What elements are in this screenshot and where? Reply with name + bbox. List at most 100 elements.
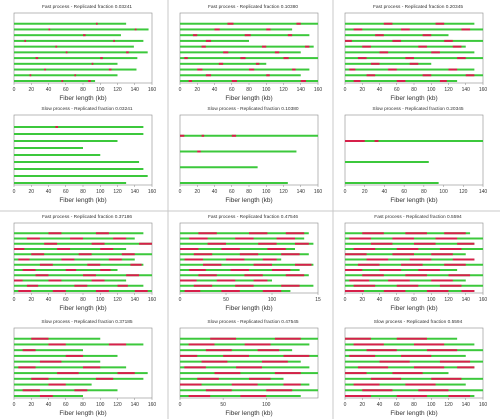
fiber-unreplicated [14, 161, 140, 163]
x-axis-label: Fiber length (kb) [59, 197, 106, 204]
fiber-replicated-segment [285, 274, 305, 277]
x-tick-label: 160 [314, 189, 323, 195]
fiber-unreplicated [345, 34, 449, 37]
fiber-replicated-segment [345, 39, 352, 42]
fiber-replicated-segment [253, 279, 268, 282]
x-tick-label: 140 [131, 189, 140, 195]
fiber-unreplicated [180, 74, 301, 77]
fiber-unreplicated [180, 377, 284, 380]
fiber-replicated-segment [353, 343, 384, 346]
fiber-replicated-segment [345, 269, 363, 271]
fiber-replicated-segment [283, 354, 310, 357]
x-tick-label: 80 [411, 402, 417, 408]
fiber-replicated-segment [457, 57, 466, 60]
fiber-replicated-segment [345, 337, 371, 340]
fiber-replicated-segment [70, 237, 83, 240]
fiber-replicated-segment [184, 366, 206, 369]
fiber-replicated-segment [401, 28, 410, 31]
x-tick-label: 20 [194, 189, 200, 195]
fiber-unreplicated [14, 389, 118, 392]
fiber-replicated-segment [55, 45, 58, 48]
fiber-unreplicated [180, 22, 318, 25]
fiber-replicated-segment [189, 269, 206, 271]
x-tick-label: 160 [148, 297, 157, 303]
fiber-replicated-segment [197, 68, 203, 71]
fiber-replicated-segment [65, 354, 83, 357]
fiber-replicated-segment [357, 57, 367, 60]
x-tick-label: 100 [96, 87, 105, 93]
fiber-replicated-segment [197, 150, 201, 153]
fiber-panel: Fast process - Replicated fraction 0.559… [344, 214, 488, 312]
fiber-replicated-segment [281, 253, 300, 256]
fiber-unreplicated [345, 360, 483, 363]
fiber-replicated-segment [203, 263, 222, 266]
fiber-replicated-segment [83, 366, 101, 369]
fiber-replicated-segment [48, 232, 62, 235]
x-tick-label: 140 [131, 402, 140, 408]
x-tick-label: 160 [148, 402, 157, 408]
fiber-unreplicated [14, 22, 127, 25]
fiber-replicated-segment [305, 45, 310, 48]
x-axis-label: Fiber length (kb) [225, 305, 272, 312]
fiber-replicated-segment [439, 248, 462, 250]
fiber-replicated-segment [198, 274, 217, 277]
x-tick-label: 100 [427, 402, 436, 408]
fiber-replicated-segment [240, 395, 267, 397]
fiber-replicated-segment [95, 232, 109, 235]
plot-frame [344, 114, 484, 186]
x-tick-label: 20 [28, 402, 34, 408]
fiber-replicated-segment [235, 284, 254, 287]
fiber-replicated-segment [448, 274, 471, 277]
fiber-replicated-segment [198, 232, 217, 235]
fiber-unreplicated [14, 377, 144, 380]
fiber-replicated-segment [353, 383, 380, 386]
fiber-replicated-segment [396, 395, 427, 397]
fiber-unreplicated [345, 51, 475, 54]
x-tick-label: 140 [131, 87, 140, 93]
fiber-replicated-segment [61, 258, 75, 261]
fiber-replicated-segment [414, 242, 436, 245]
x-tick-label: 160 [148, 189, 157, 195]
fiber-replicated-segment [388, 279, 410, 282]
x-axis-label: Fiber length (kb) [59, 410, 106, 417]
fiber-panel: Fast process - Replicated fraction 0.475… [179, 214, 321, 312]
fiber-replicated-segment [87, 263, 101, 266]
fiber-replicated-segment [274, 372, 301, 375]
fiber-replicated-segment [22, 349, 36, 352]
fiber-replicated-segment [26, 237, 40, 240]
fiber-panel: Fast process - Replicated fraction 0.032… [13, 4, 157, 102]
x-tick-label: 0 [344, 402, 347, 408]
x-tick-label: 0 [344, 87, 347, 93]
fiber-panel: Slow process - Replicated fraction 0.475… [179, 319, 319, 417]
panel-title: Slow process - Replicated fraction 0.371… [41, 319, 133, 325]
fiber-replicated-segment [126, 274, 140, 277]
x-tick-label: 120 [444, 402, 453, 408]
plot-frame [13, 114, 153, 186]
fiber-replicated-segment [57, 372, 79, 375]
fiber-replicated-segment [205, 389, 232, 392]
fiber-unreplicated [180, 232, 309, 235]
x-tick-label: 20 [194, 87, 200, 93]
x-tick-label: 140 [297, 87, 306, 93]
panel-title: Slow process - Replicated fraction 0.559… [374, 319, 463, 325]
x-tick-label: 80 [246, 87, 252, 93]
x-tick-label: 140 [462, 402, 471, 408]
fiber-unreplicated [180, 150, 297, 153]
fiber-replicated-segment [366, 74, 376, 77]
fiber-replicated-segment [444, 232, 466, 235]
x-tick-label: 0 [13, 402, 16, 408]
fiber-replicated-segment [193, 253, 213, 256]
fiber-replicated-segment [95, 377, 114, 380]
fiber-replicated-segment [300, 80, 306, 82]
fiber-replicated-segment [95, 22, 98, 25]
fiber-unreplicated [180, 68, 310, 71]
fiber-replicated-segment [29, 74, 32, 77]
fiber-replicated-segment [31, 377, 49, 380]
fiber-unreplicated [180, 28, 293, 31]
fiber-unreplicated [345, 74, 483, 77]
x-tick-label: 40 [377, 87, 383, 93]
x-tick-label: 60 [394, 297, 400, 303]
fiber-replicated-segment [374, 140, 379, 142]
fiber-replicated-segment [226, 258, 245, 261]
